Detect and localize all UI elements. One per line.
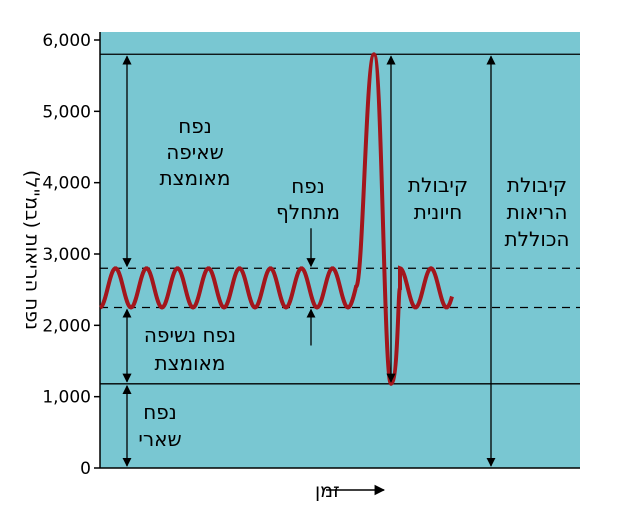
region-labels: נפח שאיפה מאומצת נפח מתחלף נפח נשיפה מאומצת נפח… (138, 114, 569, 451)
y-tick-label: 2,000 (42, 316, 91, 336)
tidal-volume-label: נפח מתחלף (276, 174, 340, 224)
expiratory-reserve-label: נפח נשיפה מאומצת (144, 323, 236, 375)
vital-capacity-label: קיבולת חיונית (408, 173, 468, 224)
axes (99, 32, 580, 469)
plot-background (100, 32, 580, 468)
level-lines (100, 53, 580, 385)
volume-arrows (122, 55, 496, 467)
y-tick-label: 4,000 (42, 174, 91, 194)
y-tick-label: 0 (80, 459, 91, 479)
y-tick-label: 6,000 (42, 31, 91, 51)
y-tick-label: 3,000 (42, 245, 91, 265)
y-tick-label: 5,000 (42, 102, 91, 122)
total-capacity-label: קיבולת הריאות הכוללת (505, 173, 570, 251)
x-axis-label: זמן (315, 480, 340, 502)
residual-volume-label: נפח שארי (138, 400, 181, 451)
y-tick-labels: 6,000 5,000 4,000 3,000 2,000 1,000 0 (42, 31, 100, 479)
breathing-curve (99, 52, 454, 386)
y-tick-label: 1,000 (42, 388, 91, 408)
inspiratory-reserve-label: נפח שאיפה מאומצת (160, 114, 231, 190)
y-axis-title: נפח הריאות (במ"ל) (21, 170, 43, 330)
